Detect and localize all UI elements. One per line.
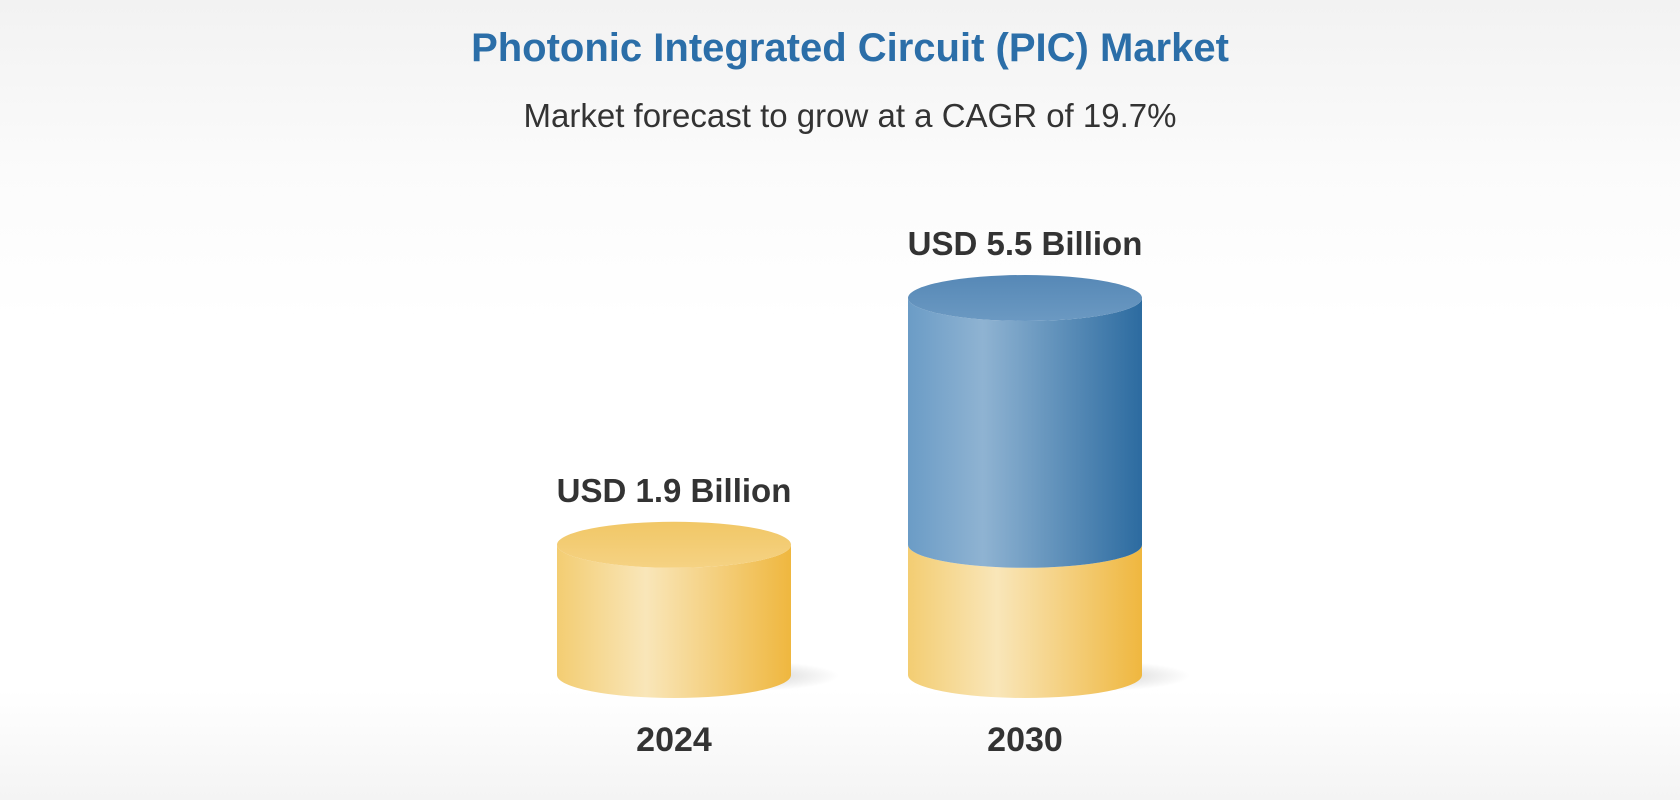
chart-title: Photonic Integrated Circuit (PIC) Market (471, 26, 1229, 70)
cylinder-growth-segment (908, 298, 1142, 568)
value-label: USD 1.9 Billion (557, 472, 792, 509)
chart-subtitle: Market forecast to grow at a CAGR of 19.… (523, 97, 1177, 134)
value-label: USD 5.5 Billion (908, 225, 1143, 262)
cylinder-base-segment (908, 544, 1142, 698)
cylinder-top (557, 521, 791, 568)
category-label: 2024 (636, 721, 712, 759)
cylinder-body (557, 544, 791, 698)
cylinder-top (908, 275, 1142, 321)
category-label: 2030 (987, 721, 1063, 759)
